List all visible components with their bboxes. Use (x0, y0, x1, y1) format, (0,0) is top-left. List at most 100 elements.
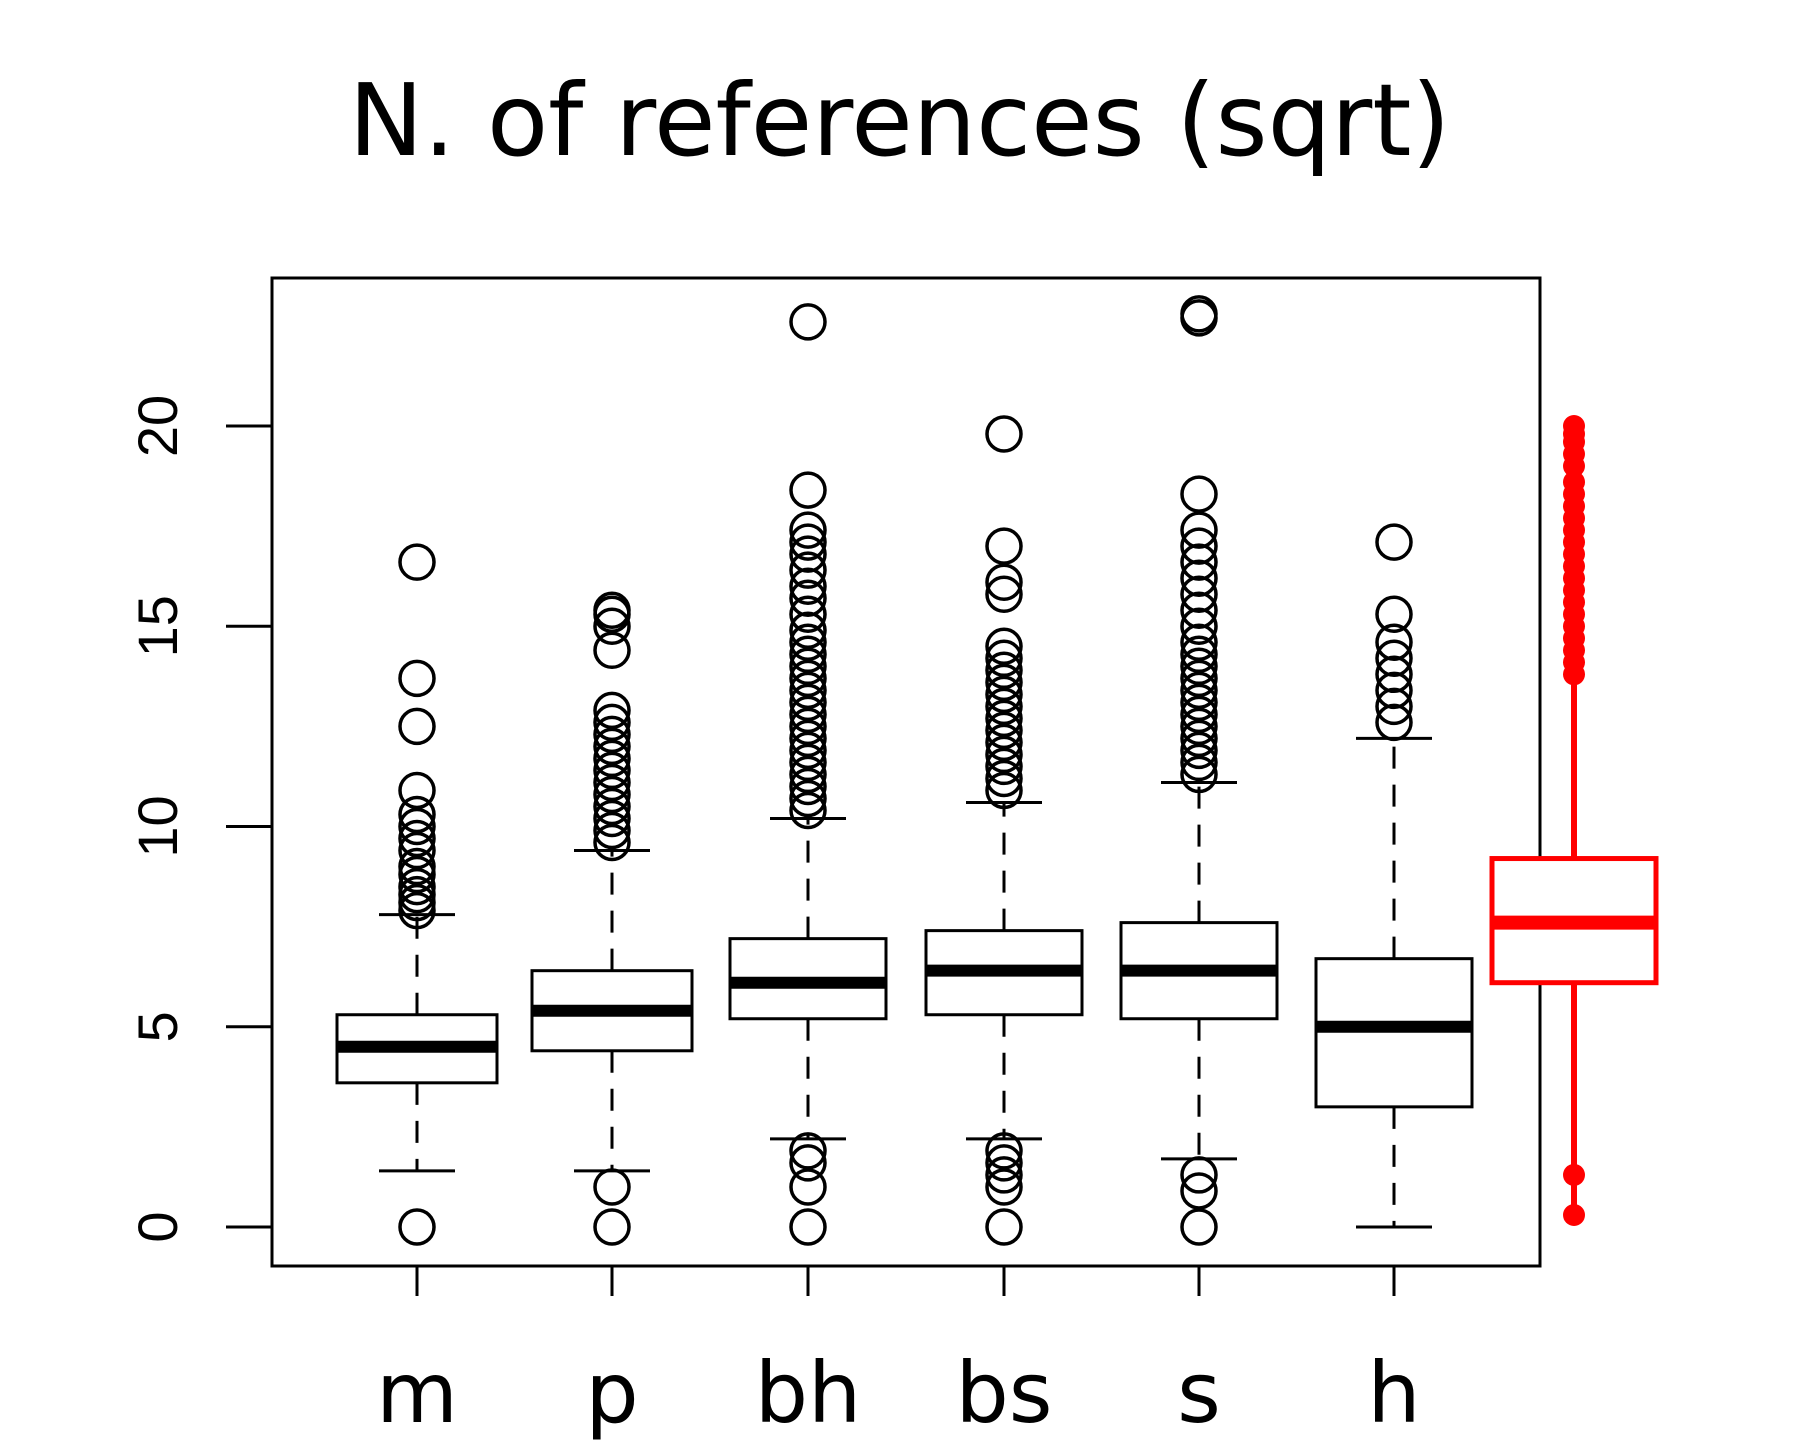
outlier-bh-11 (789, 707, 827, 746)
outlier-p-1 (593, 1168, 631, 1206)
outlier-bh-28 (789, 303, 827, 341)
outlier-bh-3 (789, 1132, 827, 1170)
outlier-p-17 (593, 591, 631, 629)
outlier-p-2 (593, 823, 631, 862)
outlier-bh-23 (789, 551, 827, 589)
outlier-s-8 (1180, 695, 1218, 734)
outlier-m-14 (398, 543, 436, 581)
outlier-bh-17 (789, 635, 827, 674)
outlier-s-14 (1180, 623, 1218, 662)
outlier-bs-10 (985, 711, 1023, 750)
outlier-s-10 (1180, 671, 1218, 710)
outlier-p-13 (593, 691, 631, 730)
outlier-s-21 (1180, 511, 1218, 549)
outlier-p-5 (593, 787, 631, 826)
outlier-h-3 (1375, 655, 1413, 694)
outlier-bh-24 (789, 535, 827, 573)
outlier-p-8 (593, 751, 631, 790)
box-h (1314, 957, 1474, 1109)
outlier-s-7 (1180, 707, 1218, 746)
y-tick-label-5: 5 (126, 1011, 189, 1042)
outlier-m-5 (398, 855, 436, 894)
outlier-s-20 (1180, 527, 1218, 565)
outlier-h-5 (1375, 623, 1413, 662)
x-tick-label-bh: bh (755, 1344, 862, 1442)
outlier-s-2 (1180, 1156, 1218, 1194)
outlier-s-17 (1180, 575, 1218, 613)
outlier-s-5 (1180, 731, 1218, 770)
outlier-h-4 (1375, 639, 1413, 678)
outlier-bh-16 (789, 647, 827, 686)
outlier-bh-27 (789, 471, 827, 509)
outlier-bh-9 (789, 731, 827, 770)
outlier-m-12 (398, 707, 436, 746)
outlier-bs-7 (985, 747, 1023, 786)
outlier-highlighted-18 (1563, 471, 1585, 494)
outlier-bh-4 (789, 791, 827, 830)
outlier-s-24 (1180, 295, 1218, 333)
y-tick-label-0: 0 (126, 1211, 189, 1242)
chart-title: N. of references (sqrt) (348, 62, 1451, 179)
outlier-bs-17 (985, 627, 1023, 666)
outlier-m-4 (398, 867, 436, 906)
outlier-bs-12 (985, 687, 1023, 726)
outlier-bh-15 (789, 659, 827, 698)
outlier-highlighted-0 (1563, 1203, 1585, 1226)
outlier-bs-3 (985, 1144, 1023, 1182)
outlier-bs-1 (985, 1168, 1023, 1206)
outlier-p-11 (593, 715, 631, 754)
outlier-bs-13 (985, 675, 1023, 714)
outlier-m-8 (398, 819, 436, 858)
outlier-s-16 (1180, 591, 1218, 629)
outlier-bh-12 (789, 695, 827, 734)
y-tick-label-10: 10 (126, 795, 189, 857)
outlier-h-1 (1375, 687, 1413, 726)
outlier-bs-18 (985, 575, 1023, 613)
outlier-p-14 (593, 631, 631, 670)
outlier-p-10 (593, 727, 631, 766)
outlier-bh-18 (789, 623, 827, 662)
outlier-bh-8 (789, 743, 827, 782)
outlier-bs-16 (985, 639, 1023, 678)
y-tick-label-20: 20 (126, 395, 189, 457)
outlier-m-13 (398, 659, 436, 698)
outlier-bh-19 (789, 611, 827, 650)
outlier-bh-20 (789, 595, 827, 633)
outlier-p-4 (593, 799, 631, 838)
outlier-s-18 (1180, 559, 1218, 597)
outlier-bs-8 (985, 735, 1023, 774)
outlier-s-0 (1180, 1208, 1218, 1246)
outlier-p-15 (593, 607, 631, 645)
outlier-bh-10 (789, 719, 827, 758)
outlier-s-11 (1180, 659, 1218, 698)
outlier-m-7 (398, 831, 436, 870)
outlier-bs-4 (985, 1132, 1023, 1170)
outlier-bs-21 (985, 415, 1023, 453)
outlier-h-0 (1375, 703, 1413, 742)
outlier-bs-0 (985, 1208, 1023, 1246)
plot-frame (270, 276, 1542, 1268)
y-tick-label-15: 15 (126, 595, 189, 657)
outlier-s-15 (1180, 607, 1218, 645)
outlier-highlighted-1 (1563, 1163, 1585, 1186)
outlier-m-6 (398, 847, 436, 886)
x-tick-label-s: s (1177, 1344, 1221, 1442)
outlier-m-10 (398, 795, 436, 834)
outlier-bh-6 (789, 767, 827, 806)
outlier-h-6 (1375, 595, 1413, 633)
outlier-bh-21 (789, 579, 827, 617)
outlier-s-22 (1180, 475, 1218, 513)
x-tick-label-m: m (376, 1344, 458, 1442)
outlier-bh-13 (789, 683, 827, 722)
outlier-s-9 (1180, 683, 1218, 722)
outlier-p-3 (593, 811, 631, 850)
outlier-bs-5 (985, 771, 1023, 810)
outlier-bh-5 (789, 779, 827, 818)
outlier-m-0 (398, 1208, 436, 1246)
x-tick-label-bs: bs (955, 1344, 1052, 1442)
outlier-bs-19 (985, 563, 1023, 601)
x-tick-label-h: h (1367, 1344, 1420, 1442)
x-tick-label-p: p (585, 1344, 638, 1442)
